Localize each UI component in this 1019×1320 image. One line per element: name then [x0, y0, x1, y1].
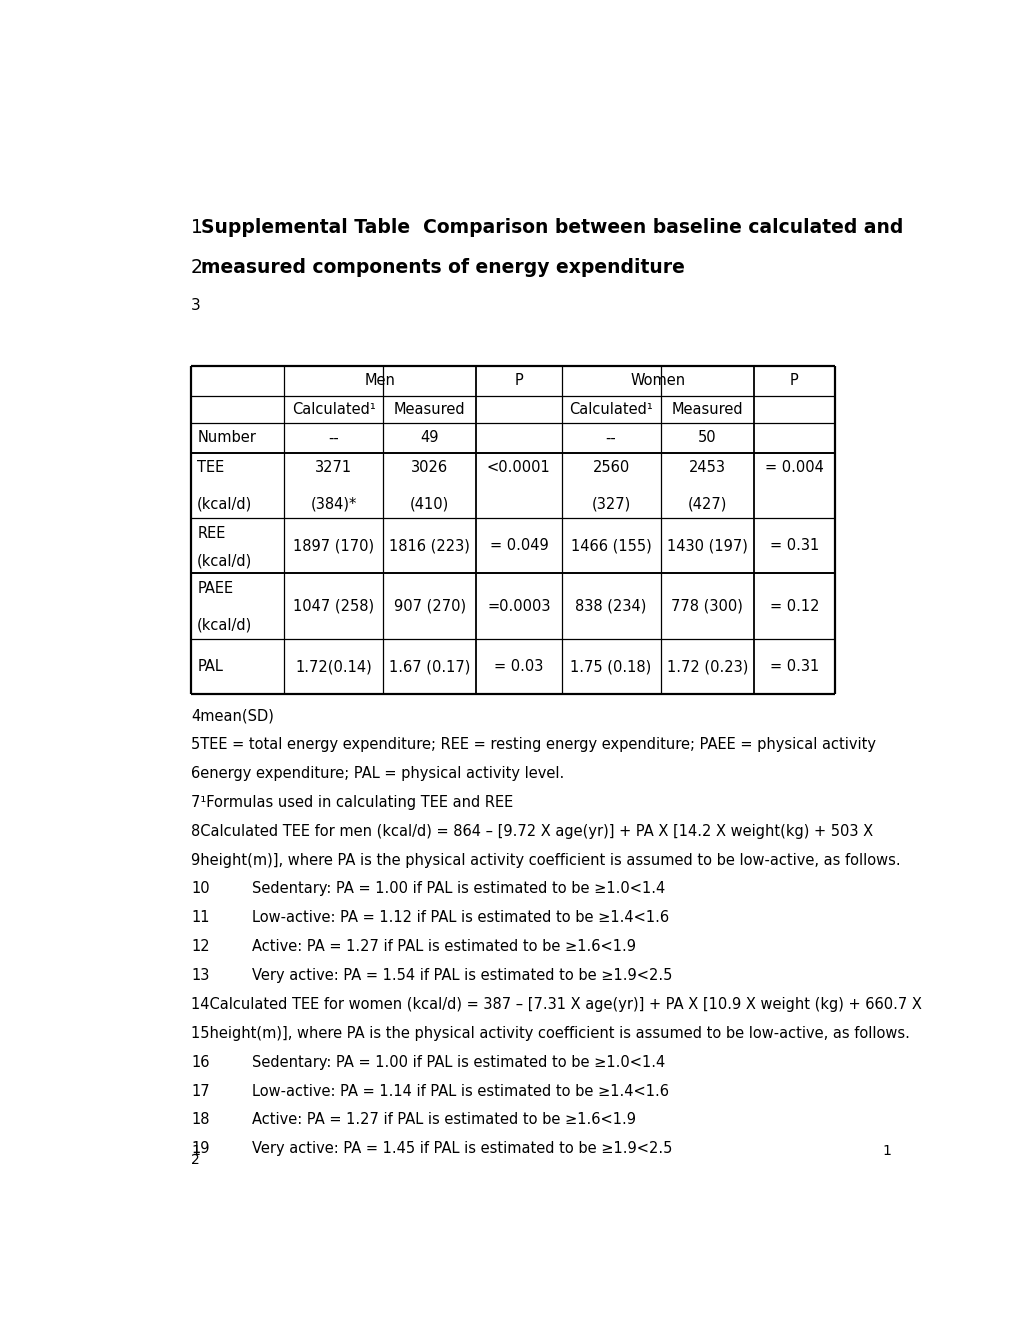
Text: P: P [514, 374, 523, 388]
Text: 11: 11 [191, 911, 209, 925]
Text: =0.0003: =0.0003 [487, 599, 550, 614]
Text: (kcal/d): (kcal/d) [197, 618, 253, 632]
Text: 14Calculated TEE for women (kcal/d) = 387 – [7.31 X age(yr)] + PA X [10.9 X weig: 14Calculated TEE for women (kcal/d) = 38… [191, 997, 921, 1012]
Text: REE: REE [197, 525, 225, 541]
Text: 2: 2 [191, 257, 203, 277]
Text: Men: Men [365, 374, 395, 388]
Text: Measured: Measured [671, 401, 742, 417]
Text: 1430 (197): 1430 (197) [666, 539, 747, 553]
Text: 1: 1 [881, 1144, 890, 1158]
Text: 3: 3 [191, 298, 201, 313]
Text: PAEE: PAEE [197, 581, 233, 597]
Text: TEE: TEE [197, 461, 224, 475]
Text: 2560: 2560 [592, 461, 629, 475]
Text: Very active: PA = 1.45 if PAL is estimated to be ≥1.9<2.5: Very active: PA = 1.45 if PAL is estimat… [252, 1142, 672, 1156]
Text: = 0.31: = 0.31 [769, 539, 818, 553]
Text: 1897 (170): 1897 (170) [292, 539, 374, 553]
Text: (kcal/d): (kcal/d) [197, 496, 253, 512]
Text: Calculated¹: Calculated¹ [291, 401, 375, 417]
Text: 2: 2 [191, 1154, 200, 1167]
Text: 1466 (155): 1466 (155) [571, 539, 651, 553]
Text: <0.0001: <0.0001 [486, 461, 550, 475]
Text: = 0.049: = 0.049 [489, 539, 548, 553]
Text: = 0.004: = 0.004 [764, 461, 823, 475]
Text: 7¹Formulas used in calculating TEE and REE: 7¹Formulas used in calculating TEE and R… [191, 795, 513, 809]
Text: 19: 19 [191, 1142, 209, 1156]
Text: Measured: Measured [393, 401, 465, 417]
Text: 1816 (223): 1816 (223) [389, 539, 470, 553]
Text: (427): (427) [687, 496, 727, 512]
Text: 1.67 (0.17): 1.67 (0.17) [388, 659, 470, 675]
Text: measured components of energy expenditure: measured components of energy expenditur… [201, 257, 685, 277]
Text: Supplemental Table  Comparison between baseline calculated and: Supplemental Table Comparison between ba… [201, 218, 903, 236]
Text: --: -- [328, 430, 338, 445]
Text: 3026: 3026 [411, 461, 448, 475]
Text: 8Calculated TEE for men (kcal/d) = 864 – [9.72 X age(yr)] + PA X [14.2 X weight(: 8Calculated TEE for men (kcal/d) = 864 –… [191, 824, 872, 838]
Text: = 0.03: = 0.03 [493, 659, 543, 675]
Text: 10: 10 [191, 882, 210, 896]
Text: 17: 17 [191, 1084, 210, 1098]
Text: = 0.12: = 0.12 [769, 599, 818, 614]
Text: 15height(m)], where PA is the physical activity coefficient is assumed to be low: 15height(m)], where PA is the physical a… [191, 1026, 909, 1040]
Text: 1047 (258): 1047 (258) [292, 599, 374, 614]
Text: Low-active: PA = 1.14 if PAL is estimated to be ≥1.4<1.6: Low-active: PA = 1.14 if PAL is estimate… [252, 1084, 667, 1098]
Text: 4mean(SD): 4mean(SD) [191, 708, 274, 723]
Text: (327): (327) [591, 496, 630, 512]
Text: 907 (270): 907 (270) [393, 599, 466, 614]
Text: Number: Number [197, 430, 256, 445]
Text: PAL: PAL [197, 659, 223, 675]
Text: 18: 18 [191, 1113, 209, 1127]
Text: 1.75 (0.18): 1.75 (0.18) [570, 659, 651, 675]
Text: 9height(m)], where PA is the physical activity coefficient is assumed to be low-: 9height(m)], where PA is the physical ac… [191, 853, 900, 867]
Text: 838 (234): 838 (234) [575, 599, 646, 614]
Text: Women: Women [630, 374, 685, 388]
Text: 16: 16 [191, 1055, 209, 1069]
Text: 778 (300): 778 (300) [671, 599, 743, 614]
Text: 6energy expenditure; PAL = physical activity level.: 6energy expenditure; PAL = physical acti… [191, 766, 564, 781]
Text: 12: 12 [191, 940, 210, 954]
Text: 1.72 (0.23): 1.72 (0.23) [665, 659, 747, 675]
Text: 2453: 2453 [688, 461, 725, 475]
Text: (kcal/d): (kcal/d) [197, 554, 253, 569]
Text: 50: 50 [697, 430, 715, 445]
Text: 49: 49 [420, 430, 438, 445]
Text: Very active: PA = 1.54 if PAL is estimated to be ≥1.9<2.5: Very active: PA = 1.54 if PAL is estimat… [252, 968, 672, 983]
Text: (384)*: (384)* [310, 496, 357, 512]
Text: --: -- [605, 430, 615, 445]
Text: Sedentary: PA = 1.00 if PAL is estimated to be ≥1.0<1.4: Sedentary: PA = 1.00 if PAL is estimated… [252, 882, 664, 896]
Text: (410): (410) [410, 496, 449, 512]
Text: Sedentary: PA = 1.00 if PAL is estimated to be ≥1.0<1.4: Sedentary: PA = 1.00 if PAL is estimated… [252, 1055, 664, 1069]
Text: 3271: 3271 [315, 461, 352, 475]
Text: P: P [790, 374, 798, 388]
Text: Low-active: PA = 1.12 if PAL is estimated to be ≥1.4<1.6: Low-active: PA = 1.12 if PAL is estimate… [252, 911, 668, 925]
Text: 5TEE = total energy expenditure; REE = resting energy expenditure; PAEE = physic: 5TEE = total energy expenditure; REE = r… [191, 737, 875, 752]
Text: 13: 13 [191, 968, 209, 983]
Text: 1: 1 [191, 1144, 200, 1158]
Text: 1.72(0.14): 1.72(0.14) [294, 659, 372, 675]
Text: Active: PA = 1.27 if PAL is estimated to be ≥1.6<1.9: Active: PA = 1.27 if PAL is estimated to… [252, 1113, 635, 1127]
Text: Calculated¹: Calculated¹ [569, 401, 652, 417]
Text: = 0.31: = 0.31 [769, 659, 818, 675]
Text: Active: PA = 1.27 if PAL is estimated to be ≥1.6<1.9: Active: PA = 1.27 if PAL is estimated to… [252, 940, 635, 954]
Text: 1: 1 [191, 218, 203, 236]
